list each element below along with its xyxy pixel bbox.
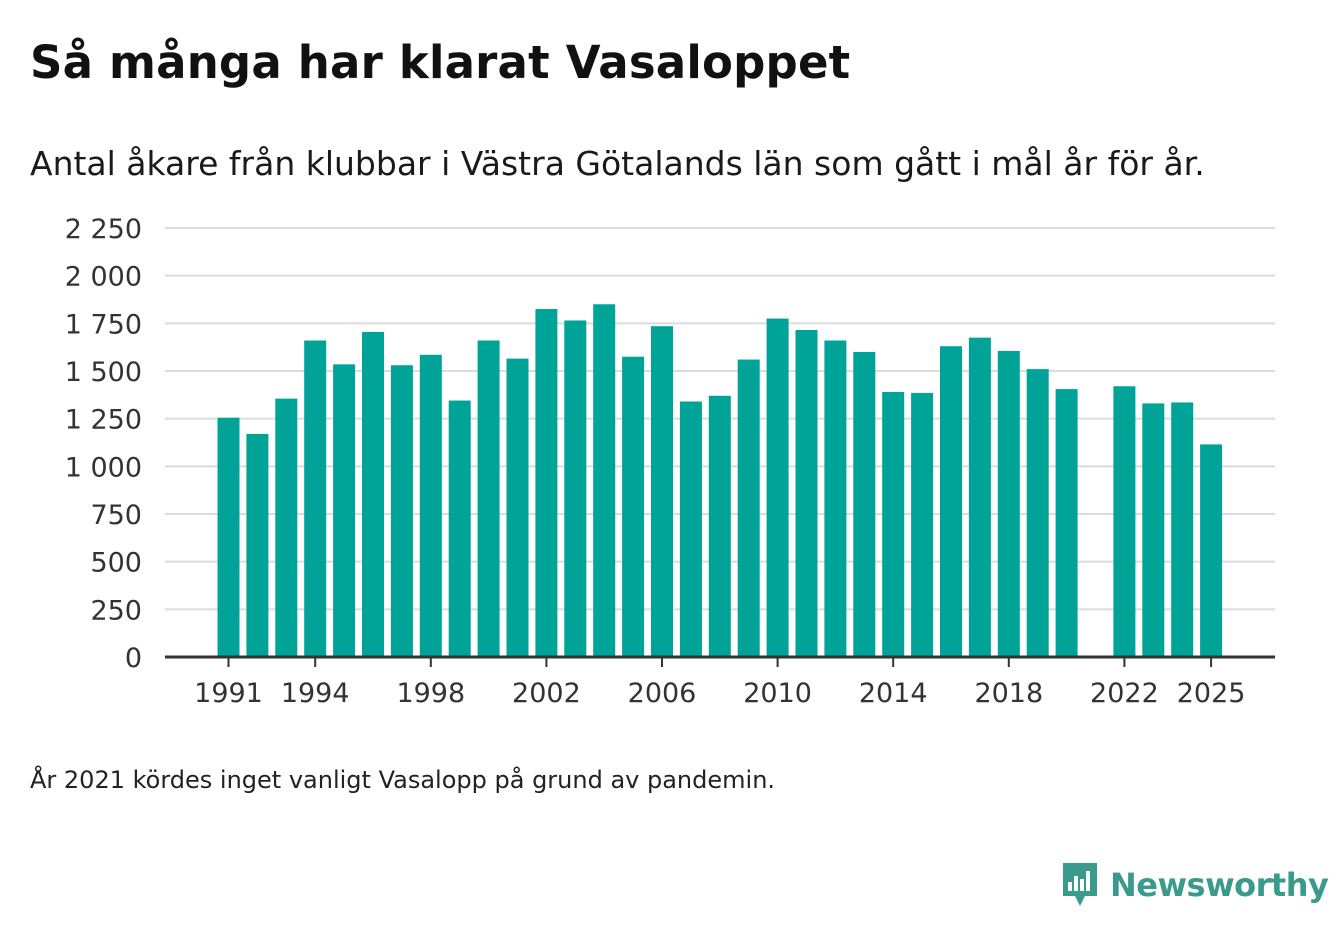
chart-title: Så många har klarat Vasaloppet: [30, 36, 851, 89]
bars: [217, 304, 1223, 657]
bar-2025: [1200, 444, 1223, 657]
footnote: År 2021 kördes inget vanligt Vasalopp på…: [30, 766, 776, 794]
bar-2016: [940, 346, 962, 657]
bar-2012: [824, 340, 847, 657]
y-tick-label: 1 000: [65, 452, 142, 483]
bar-2019: [1026, 369, 1049, 657]
y-tick-label: 750: [90, 500, 142, 531]
bar-chart-logo-icon: [1063, 863, 1097, 906]
y-tick-label: 2 250: [65, 214, 142, 245]
brand-logo: Newsworthy: [1060, 858, 1329, 912]
bar-2011: [795, 330, 818, 657]
bar-1994: [304, 340, 327, 657]
x-tick-label: 2006: [628, 678, 697, 709]
x-tick-label: 1991: [194, 678, 263, 709]
bar-2015: [911, 392, 934, 657]
chart-subtitle: Antal åkare från klubbar i Västra Götala…: [30, 144, 1205, 183]
brand-name: Newsworthy: [1110, 866, 1329, 904]
bar-2020: [1055, 389, 1078, 657]
bar-1997: [390, 365, 413, 657]
x-tick-label: 2002: [512, 678, 581, 709]
x-tick-label: 2018: [974, 678, 1043, 709]
y-tick-label: 1 500: [65, 357, 142, 388]
bar-2003: [564, 320, 587, 657]
bar-2005: [622, 356, 645, 657]
bar-1999: [448, 400, 471, 657]
bar-2010: [766, 318, 789, 657]
tick-labels: 0 250 500 750 1 000 1 250 1 500 1 750 2 000 2 250…: [65, 214, 1246, 709]
bar-2009: [737, 359, 760, 657]
bar-2002: [535, 309, 558, 657]
bar-2013: [853, 351, 876, 657]
bar-2014: [882, 391, 905, 657]
bar-2004: [593, 304, 616, 657]
bar-2022: [1113, 386, 1136, 657]
axes: [165, 655, 1275, 667]
bar-2018: [997, 350, 1020, 657]
bar-chart: 0 250 500 750 1 000 1 250 1 500 1 750 2 000 2 250…: [65, 214, 1275, 709]
bar-2023: [1142, 403, 1165, 657]
bar-2008: [708, 395, 731, 657]
bar-1998: [419, 354, 442, 657]
bar-1992: [246, 433, 269, 657]
x-tick-label: 1994: [281, 678, 350, 709]
x-tick-label: 2014: [859, 678, 928, 709]
y-tick-label: 1 250: [65, 405, 142, 436]
y-tick-label: 1 750: [65, 309, 142, 340]
x-tick-label: 2010: [743, 678, 812, 709]
x-tick-label: 2025: [1177, 678, 1246, 709]
bar-2001: [506, 358, 529, 657]
bar-1991: [217, 417, 240, 657]
bar-2007: [679, 401, 702, 657]
bar-1996: [362, 331, 384, 657]
bar-1995: [333, 364, 356, 657]
y-tick-label: 0: [125, 643, 142, 674]
bar-2006: [651, 326, 673, 657]
x-tick-label: 2022: [1090, 678, 1159, 709]
y-tick-label: 250: [90, 595, 142, 626]
bar-2017: [968, 337, 991, 657]
y-tick-label: 500: [90, 548, 142, 579]
bar-2000: [477, 340, 500, 657]
x-tick-label: 1998: [396, 678, 465, 709]
y-tick-label: 2 000: [65, 262, 142, 293]
bar-1993: [275, 398, 298, 657]
bar-2024: [1171, 402, 1194, 657]
